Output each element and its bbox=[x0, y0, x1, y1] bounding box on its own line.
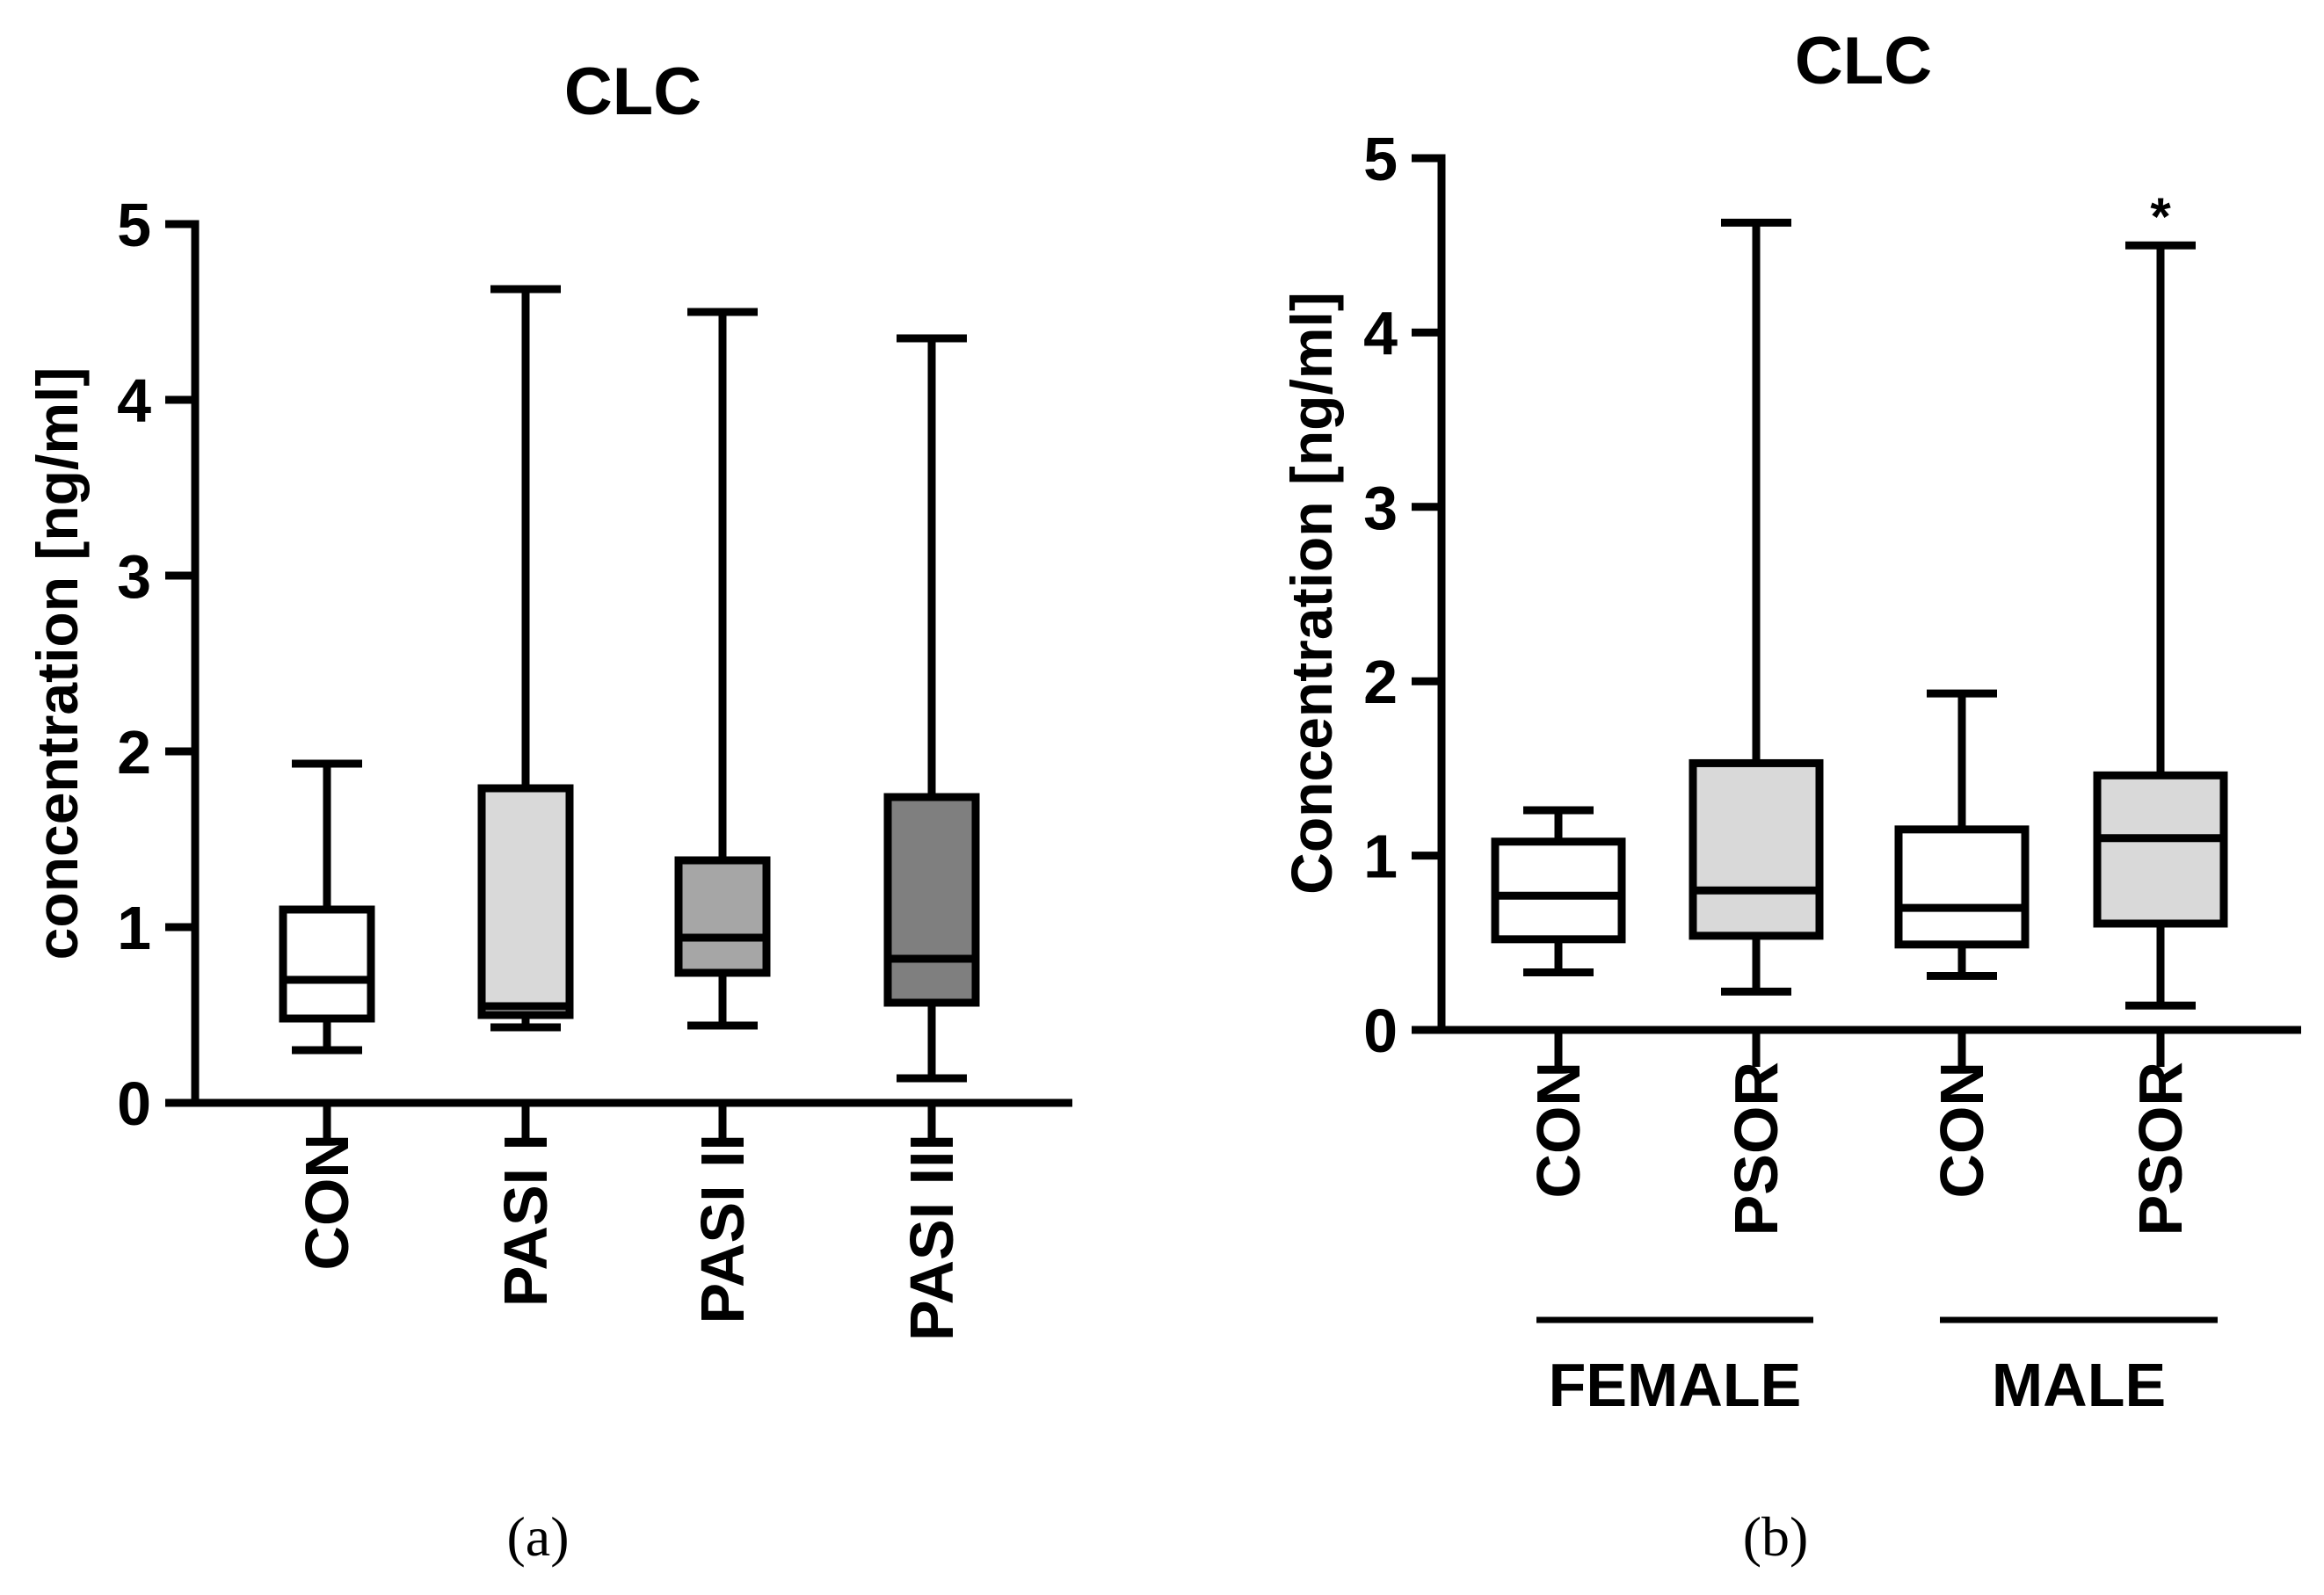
panel-label-a: (a) bbox=[506, 1505, 569, 1568]
x-tick-label-a-0: CON bbox=[293, 1134, 361, 1271]
box-plot-b-2 bbox=[1894, 689, 2030, 980]
y-tick-label-b-0: 0 bbox=[1363, 997, 1398, 1065]
box-plot-a-1 bbox=[477, 285, 574, 1032]
x-tick-label-a-3: PASI III bbox=[897, 1134, 966, 1341]
x-tick-label-b-2: CON bbox=[1928, 1062, 1996, 1199]
y-axis-label-b: Concentration [ng/ml] bbox=[1279, 292, 1344, 895]
iqr-box bbox=[1491, 837, 1626, 944]
iqr-box bbox=[1689, 758, 1824, 940]
y-tick-label-b-4: 4 bbox=[1363, 299, 1398, 367]
box-plot-a-3 bbox=[883, 334, 980, 1083]
iqr-box bbox=[1894, 825, 2030, 949]
box-plot-b-0 bbox=[1491, 806, 1626, 977]
y-tick-label-a-0: 0 bbox=[117, 1069, 151, 1138]
iqr-box bbox=[674, 856, 771, 977]
iqr-box bbox=[477, 784, 574, 1019]
box-plot-b-1 bbox=[1689, 218, 1824, 996]
iqr-box bbox=[2093, 771, 2228, 928]
significance-marker: * bbox=[2150, 187, 2171, 246]
panel-label-b: (b) bbox=[1743, 1505, 1809, 1568]
y-tick-label-a-4: 4 bbox=[117, 366, 151, 435]
iqr-box bbox=[883, 793, 980, 1007]
chart-title-b: CLC bbox=[1795, 24, 1932, 98]
x-tick-label-b-3: PSOR bbox=[2126, 1062, 2195, 1236]
y-tick-label-a-5: 5 bbox=[117, 191, 151, 259]
y-tick-label-b-2: 2 bbox=[1363, 648, 1398, 716]
x-tick-label-a-2: PASI II bbox=[688, 1134, 757, 1324]
box-plot-b-3: * bbox=[2093, 187, 2228, 1010]
group-label-0: FEMALE bbox=[1549, 1351, 1802, 1419]
y-tick-label-b-3: 3 bbox=[1363, 474, 1398, 542]
y-tick-label-a-1: 1 bbox=[117, 894, 151, 962]
box-plot-a-0 bbox=[279, 759, 375, 1055]
box-plot-a-2 bbox=[674, 308, 771, 1030]
y-tick-label-a-2: 2 bbox=[117, 718, 151, 787]
y-tick-label-a-3: 3 bbox=[117, 542, 151, 611]
y-axis-label-a: concentration [ng/ml] bbox=[25, 367, 90, 961]
y-tick-label-b-1: 1 bbox=[1363, 823, 1398, 891]
y-tick-label-b-5: 5 bbox=[1363, 125, 1398, 193]
x-tick-label-b-0: CON bbox=[1524, 1062, 1593, 1199]
panel-b: CLC Concentration [ng/ml] 0 1 2 3 4 5 CON PSOR CON… bbox=[1279, 24, 2301, 1568]
x-tick-label-b-1: PSOR bbox=[1722, 1062, 1790, 1236]
iqr-box bbox=[279, 905, 375, 1023]
group-label-1: MALE bbox=[1992, 1351, 2166, 1419]
x-tick-label-a-1: PASI I bbox=[491, 1134, 560, 1307]
panel-a: CLC concentration [ng/ml] 0 1 2 3 4 5 CON PASI I P… bbox=[25, 54, 1072, 1568]
chart-title-a: CLC bbox=[564, 54, 701, 129]
